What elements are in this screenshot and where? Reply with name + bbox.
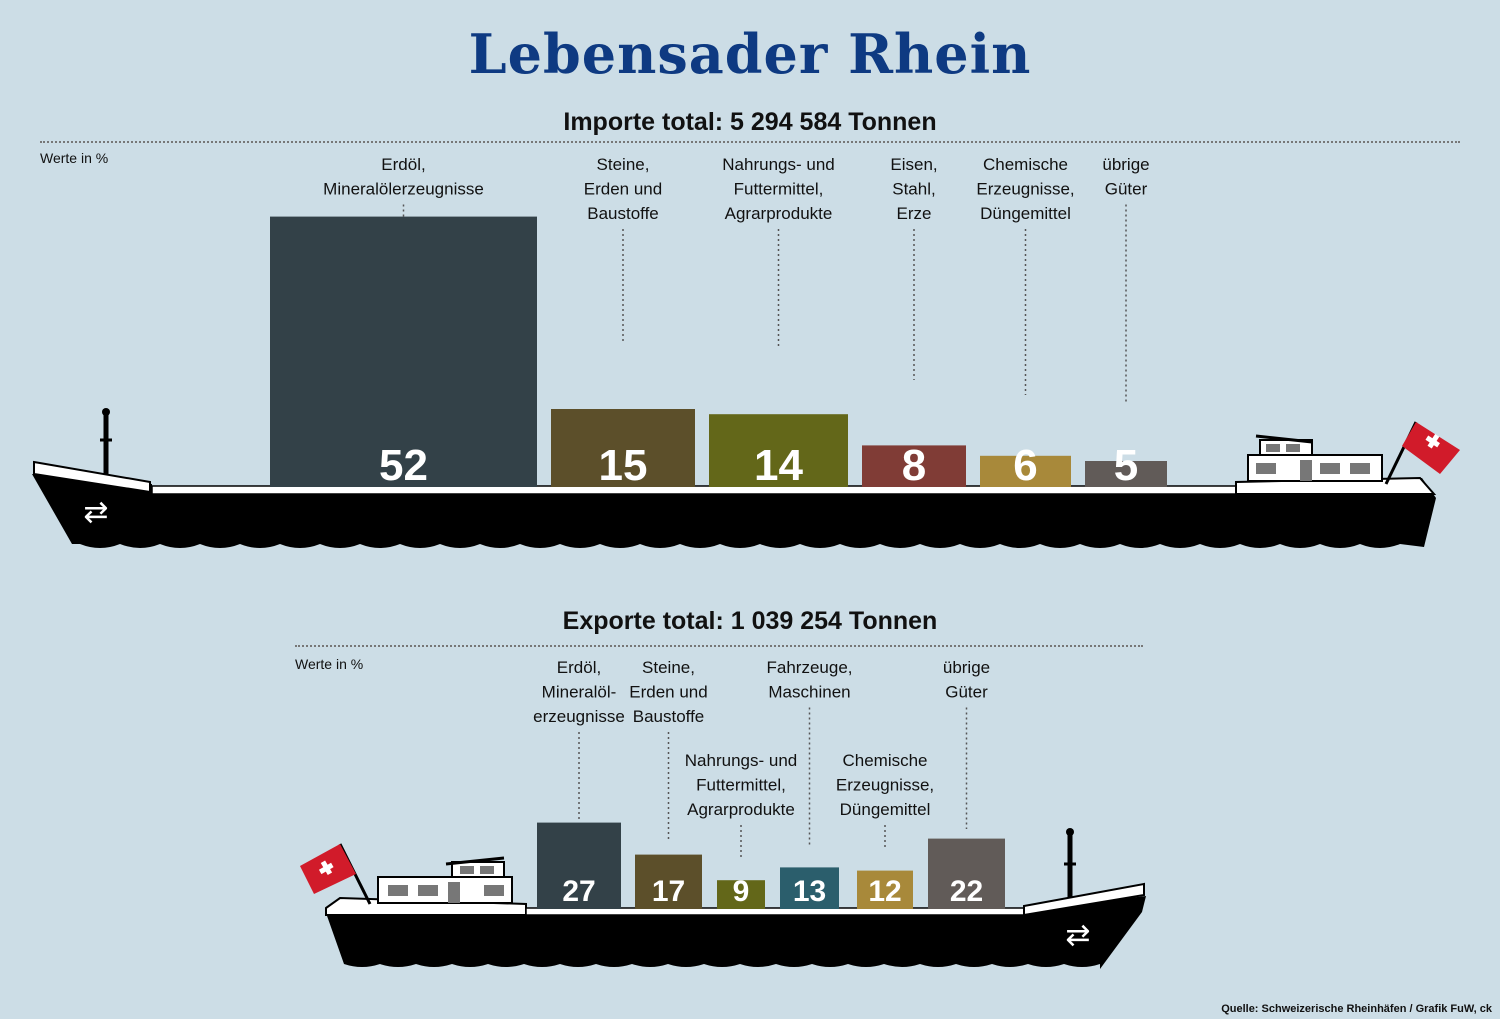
import-bar-value-5: 5 [1114, 441, 1138, 490]
export-logo-icon: ⇄ [1065, 918, 1090, 953]
import-category-label-1: Steine, Erden und Baustoffe [584, 155, 662, 223]
export-subtitle: Exporte total: 1 039 254 Tonnen [562, 607, 938, 635]
import-hull [32, 474, 1436, 548]
import-category-label-5: übrige Güter [1102, 155, 1149, 199]
export-bars: 27 Erdöl, Mineralöl-erzeugnisse 17 Steine, Er… [533, 658, 1005, 909]
chart-title: Lebensader Rhein [468, 22, 1032, 86]
export-category-label-3: Fahrzeuge, Maschinen [767, 658, 853, 702]
export-bar-value-5: 22 [950, 875, 983, 908]
import-bar-value-4: 6 [1013, 441, 1037, 490]
import-bar-value-2: 14 [754, 441, 803, 490]
import-unit-label: Werte in % [40, 150, 109, 166]
import-swiss-flag-icon [1402, 422, 1460, 474]
export-bar-value-1: 17 [652, 875, 685, 908]
import-bar-0 [270, 216, 537, 487]
import-bar-value-0: 52 [379, 441, 428, 490]
import-category-label-0: Erdöl, Mineralölerzeugnisse [323, 155, 484, 199]
import-divider [40, 141, 1460, 143]
export-bow-deck [1023, 882, 1145, 917]
export-category-label-2: Nahrungs- und Futtermittel, Agrarprodukte [685, 751, 797, 819]
export-category-label-4: Chemische Erzeugnisse, Düngemittel [836, 751, 934, 819]
import-ship: ⇄ [32, 408, 1460, 548]
import-bar-5 [1085, 461, 1167, 487]
import-cargo-deck [151, 485, 1239, 495]
export-bar-value-0: 27 [562, 875, 595, 908]
export-bar-value-3: 13 [793, 875, 826, 908]
import-category-label-3: Eisen, Stahl, Erze [890, 155, 937, 223]
export-bar-4 [857, 870, 913, 909]
export-category-label-5: übrige Güter [943, 658, 990, 702]
export-cargo-deck [525, 907, 1027, 916]
source-note: Quelle: Schweizerische Rheinhäfen / Graf… [1221, 1003, 1492, 1015]
export-bar-3 [780, 867, 839, 909]
export-unit-label: Werte in % [295, 656, 364, 672]
export-bar-2 [717, 880, 765, 909]
import-bow-deck [33, 460, 151, 494]
export-bar-value-4: 12 [868, 875, 901, 908]
import-wheelhouse [1247, 434, 1383, 482]
export-hull [326, 896, 1146, 969]
export-bar-0 [537, 822, 621, 909]
import-bar-value-3: 8 [902, 441, 926, 490]
import-bar-1 [551, 409, 695, 487]
export-category-label-0: Erdöl, Mineralöl-erzeugnisse [533, 658, 625, 726]
import-logo-icon: ⇄ [83, 495, 108, 530]
export-category-label-1: Steine, Erden und Baustoffe [629, 658, 707, 726]
export-ship: ⇄ [300, 828, 1146, 969]
export-divider [295, 645, 1143, 647]
import-subtitle: Importe total: 5 294 584 Tonnen [563, 108, 937, 136]
import-bar-2 [709, 414, 848, 487]
import-bar-4 [980, 455, 1071, 487]
import-bar-value-1: 15 [599, 441, 648, 490]
export-swiss-flag-icon [300, 844, 356, 894]
import-bars: 52 Erdöl, Mineralölerzeugnisse 15 Steine, Erd… [270, 155, 1167, 490]
export-bar-5 [928, 838, 1005, 909]
import-category-label-4: Chemische Erzeugnisse, Düngemittel [976, 155, 1074, 223]
import-bar-3 [862, 445, 966, 487]
export-wheelhouse [377, 856, 513, 904]
export-bar-value-2: 9 [733, 875, 750, 908]
import-category-label-2: Nahrungs- und Futtermittel, Agrarprodukte [722, 155, 834, 223]
export-bar-1 [635, 854, 702, 909]
